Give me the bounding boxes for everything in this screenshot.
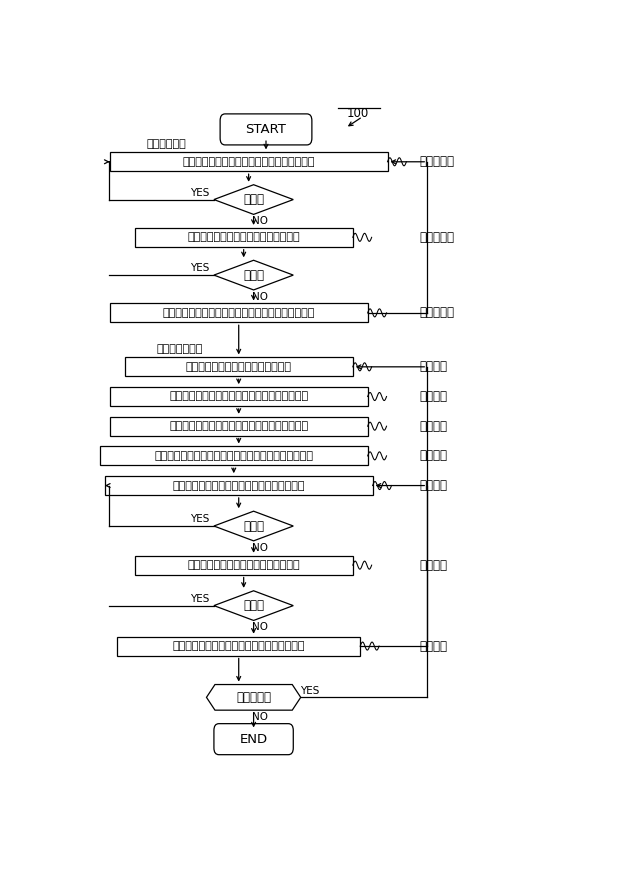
Text: NO: NO <box>252 292 268 301</box>
Text: （Ｓ５）: （Ｓ５） <box>420 479 448 492</box>
Text: ブランケット２０をエアーブローする: ブランケット２０をエアーブローする <box>188 560 300 570</box>
Polygon shape <box>207 684 301 710</box>
Text: （Ｓ２）: （Ｓ２） <box>420 390 448 403</box>
FancyBboxPatch shape <box>100 447 368 465</box>
Text: YES: YES <box>300 686 319 696</box>
Text: YES: YES <box>190 187 210 198</box>
Text: ブランケット２０を乾燥面７０に押し付ける: ブランケット２０を乾燥面７０に押し付ける <box>172 641 305 651</box>
Text: 印刷原版１０にブランケット２０を押し付ける: 印刷原版１０にブランケット２０を押し付ける <box>169 392 308 401</box>
Text: （ＳＰ２）: （ＳＰ２） <box>420 230 455 244</box>
FancyBboxPatch shape <box>214 724 293 755</box>
Text: 適量？: 適量？ <box>243 269 264 281</box>
Text: （ＳＰ３）: （ＳＰ３） <box>420 307 455 320</box>
FancyBboxPatch shape <box>105 477 372 495</box>
FancyBboxPatch shape <box>134 228 353 247</box>
Text: （Ｓ３）: （Ｓ３） <box>420 420 448 433</box>
FancyBboxPatch shape <box>125 357 353 377</box>
FancyBboxPatch shape <box>117 637 360 655</box>
Text: （ＳＰ１）: （ＳＰ１） <box>420 155 455 168</box>
Polygon shape <box>214 512 293 540</box>
Polygon shape <box>214 260 293 290</box>
Text: （Ｓ４）: （Ｓ４） <box>420 449 448 463</box>
FancyBboxPatch shape <box>134 555 353 575</box>
Text: （Ｓ６）: （Ｓ６） <box>420 559 448 572</box>
FancyBboxPatch shape <box>110 417 368 435</box>
FancyBboxPatch shape <box>220 114 312 145</box>
Text: 印刷原版１０にインキ２を付着する: 印刷原版１０にインキ２を付着する <box>186 362 292 371</box>
Text: （開始工程）: （開始工程） <box>147 139 187 149</box>
Text: ブランケット２０をエアーブローする: ブランケット２０をエアーブローする <box>188 232 300 243</box>
FancyBboxPatch shape <box>110 152 388 171</box>
Text: （繰返し工程）: （繰返し工程） <box>156 344 202 354</box>
Text: YES: YES <box>190 594 210 604</box>
Polygon shape <box>214 590 293 620</box>
FancyBboxPatch shape <box>110 387 368 406</box>
Text: NO: NO <box>252 622 268 632</box>
Text: 適量？: 適量？ <box>243 519 264 533</box>
Text: 繰り返す？: 繰り返す？ <box>236 691 271 703</box>
Text: NO: NO <box>252 712 268 722</box>
Text: ブランケット２０を吸湿材５０に押し付ける: ブランケット２０を吸湿材５０に押し付ける <box>172 481 305 491</box>
Text: 適量？: 適量？ <box>243 599 264 612</box>
Polygon shape <box>214 185 293 215</box>
Text: ブランケット２０を平坦な乾燥面７０に押し付ける: ブランケット２０を平坦な乾燥面７０に押し付ける <box>163 307 315 318</box>
Text: START: START <box>246 123 287 136</box>
Text: 適量？: 適量？ <box>243 193 264 206</box>
Text: ブランケット２０を被印刷面３０に押し付ける: ブランケット２０を被印刷面３０に押し付ける <box>169 421 308 431</box>
Text: YES: YES <box>190 514 210 524</box>
Text: 100: 100 <box>347 107 369 120</box>
Text: END: END <box>239 732 268 745</box>
Text: （Ｓ１）: （Ｓ１） <box>420 360 448 373</box>
Text: （Ｓ７）: （Ｓ７） <box>420 639 448 653</box>
Text: ブランケット２０をクリーニング面４０に押し付ける: ブランケット２０をクリーニング面４０に押し付ける <box>154 451 313 461</box>
Text: NO: NO <box>252 542 268 553</box>
Text: ブランケット２０を吸湿材５０に押し付ける: ブランケット２０を吸湿材５０に押し付ける <box>182 157 315 166</box>
Text: YES: YES <box>190 264 210 273</box>
Text: NO: NO <box>252 216 268 226</box>
FancyBboxPatch shape <box>110 303 368 322</box>
